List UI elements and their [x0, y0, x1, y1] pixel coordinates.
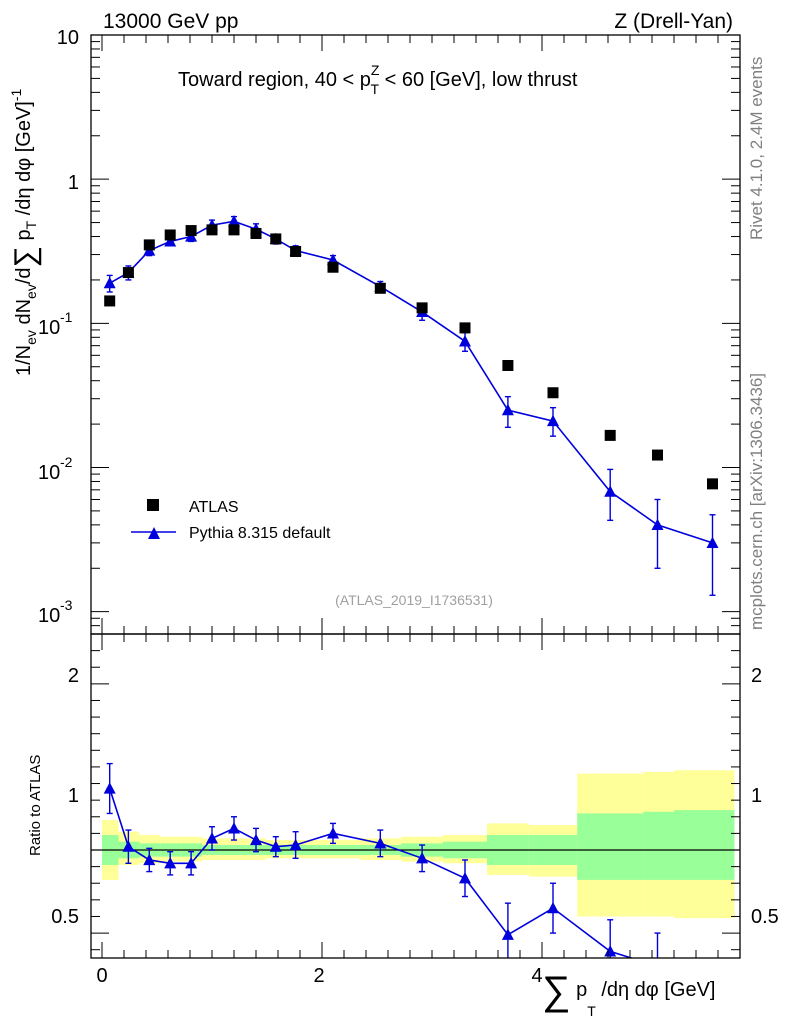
atlas-point [459, 322, 471, 334]
atlas-point [604, 429, 616, 441]
atlas-point [374, 282, 386, 294]
y-tick-label-1: 1 [68, 172, 79, 194]
y-tick-label-1e-3: 10 -3 [38, 597, 73, 627]
x-tick-label-4: 4 [531, 965, 542, 987]
header-left: 13000 GeV pp [103, 10, 238, 33]
ratio-point [501, 928, 514, 940]
ratio-y-tick-label-2-right: 2 [751, 665, 762, 687]
y-tick-label-1e-2: 10 -2 [38, 454, 73, 484]
mc-point [164, 235, 177, 247]
svg-text:-2: -2 [60, 454, 73, 470]
legend-mc-marker [148, 527, 160, 539]
mc-point [706, 536, 719, 548]
mc-point [501, 403, 514, 416]
ratio-y-tick-label-1: 1 [68, 785, 79, 807]
mc-point [604, 485, 617, 497]
ratio-y-tick-label-2: 2 [68, 665, 79, 687]
atlas-point [290, 245, 302, 257]
main-y-axis-label: 1/Nev dNev/d∑ pT /dη dφ [GeV]-1 [8, 88, 42, 376]
atlas-point [143, 239, 155, 251]
ratio-mc-markers [103, 782, 664, 971]
stat-uncertainty-band [577, 813, 644, 880]
atlas-point [206, 224, 218, 236]
ratio-point [604, 945, 617, 957]
stat-uncertainty-band [674, 810, 735, 880]
mc-point [651, 518, 664, 530]
ratio-point [250, 833, 262, 846]
ratio-point [103, 782, 116, 794]
ratio-mc-line [108, 788, 634, 958]
atlas-point [327, 261, 339, 273]
x-tick-label-0: 0 [96, 965, 107, 987]
ratio-point [327, 827, 339, 839]
rivet-label: Rivet 4.1.0, 2.4M events [747, 57, 766, 240]
main-plot-area [103, 215, 719, 596]
atlas-point [104, 295, 116, 307]
ratio-point [164, 856, 177, 869]
ratio-point [374, 837, 387, 849]
y-tick-label-10: 10 [57, 27, 79, 49]
svg-text:-3: -3 [60, 597, 73, 613]
legend-atlas-marker [147, 499, 159, 511]
atlas-point [164, 229, 176, 241]
legend-mc-label: Pythia 8.315 default [189, 525, 331, 542]
ratio-mc-error-bars [106, 762, 661, 958]
x-tick-label-2: 2 [313, 965, 324, 987]
atlas-point [122, 267, 134, 279]
ratio-point [652, 960, 664, 971]
svg-text:10: 10 [38, 605, 60, 627]
ratio-point [185, 856, 198, 869]
main-panel: 10 1 10 -1 10 -2 10 -3 Toward region, 40… [8, 27, 741, 635]
atlas-point [250, 227, 262, 239]
ratio-point [459, 871, 471, 884]
ratio-plot-area [91, 762, 740, 971]
main-axis-ticks [91, 34, 740, 635]
main-frame [90, 34, 741, 635]
svg-text:10: 10 [38, 462, 60, 484]
ratio-y-axis-label: Ratio to ATLAS [27, 755, 44, 856]
mc-point [547, 414, 559, 427]
ratio-point [143, 853, 156, 866]
main-y-tick-labels: 10 1 10 -1 10 -2 10 -3 [38, 27, 79, 627]
atlas-point [502, 359, 514, 371]
svg-text:10: 10 [38, 317, 60, 339]
header-right: Z (Drell-Yan) [614, 10, 733, 33]
ratio-point [416, 852, 429, 864]
ratio-y-tick-label-0.5-right: 0.5 [751, 906, 779, 928]
svg-text:-1: -1 [60, 309, 73, 325]
analysis-watermark: (ATLAS_2019_I1736531) [335, 592, 493, 608]
data-markers [104, 224, 718, 490]
mc-point [103, 276, 116, 289]
mcplots-label: mcplots.cern.ch [arXiv:1306.3436] [747, 373, 766, 630]
mc-point [228, 215, 240, 227]
atlas-point [185, 225, 197, 237]
atlas-point [228, 224, 240, 236]
ratio-point [547, 901, 559, 914]
atlas-point [270, 233, 282, 245]
ratio-point [269, 840, 282, 852]
ratio-point [122, 840, 135, 852]
ratio-y-tick-label-1-right: 1 [751, 785, 762, 807]
legend: ATLAS Pythia 8.315 default [131, 499, 331, 542]
ratio-axis-ticks [91, 634, 740, 958]
stat-uncertainty-band [643, 811, 674, 880]
atlas-point [416, 302, 428, 314]
mc-point [459, 335, 471, 347]
ratio-point [228, 822, 240, 834]
ratio-panel: 2 1 0.5 2 1 0.5 0 2 4 Ratio to ATLAS ∑ p… [27, 633, 779, 1019]
y-tick-label-1e-1: 10 -1 [38, 309, 73, 339]
main-title: Toward region, 40 < pZ T < 60 [GeV], low … [178, 62, 578, 97]
ratio-point [289, 838, 302, 851]
ratio-point [206, 832, 218, 844]
legend-atlas-label: ATLAS [189, 499, 239, 516]
ratio-frame [90, 633, 741, 959]
atlas-point [547, 387, 559, 399]
x-axis-label: ∑ pT /dη dφ [GeV] [542, 969, 715, 1019]
atlas-point [707, 478, 718, 490]
ratio-band-stat [102, 810, 735, 880]
atlas-point [652, 449, 663, 461]
ratio-y-tick-label-0.5: 0.5 [51, 906, 79, 928]
mc-series-line [109, 220, 713, 544]
